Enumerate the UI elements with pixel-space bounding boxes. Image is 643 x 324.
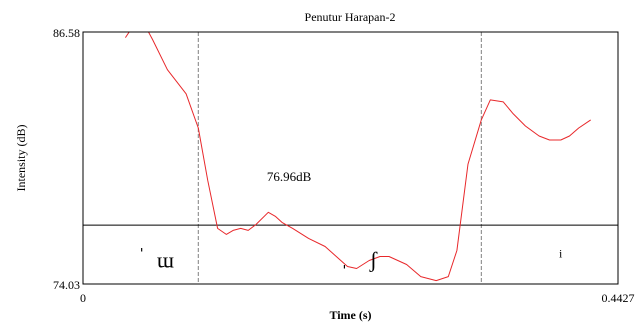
segment-label-1: ɯ: [157, 248, 174, 273]
segment-labels: ɯ ʃ iˈ ˌ: [138, 244, 563, 273]
reference-level-annotation: 76.96dB: [267, 169, 312, 184]
segment-boundaries: [197, 32, 482, 284]
segment-label-3: i: [559, 247, 563, 261]
chart-title: Penutur Harapan-2: [305, 10, 396, 24]
segment-mark-1: ˈ: [138, 244, 145, 269]
plot-frame: [82, 31, 619, 285]
x-tick-label-min: 0: [80, 291, 86, 305]
y-axis-label: Intensity (dB): [14, 125, 28, 192]
segment-label-2: ʃ: [369, 248, 378, 273]
x-tick-label-max: 0.4427: [602, 291, 635, 305]
x-axis-label: Time (s): [329, 308, 371, 322]
segment-mark-2: ˌ: [341, 244, 348, 269]
intensity-series-line: [124, 32, 591, 282]
y-tick-label-max: 86.58: [53, 26, 80, 40]
y-tick-label-min: 74.03: [53, 278, 80, 292]
